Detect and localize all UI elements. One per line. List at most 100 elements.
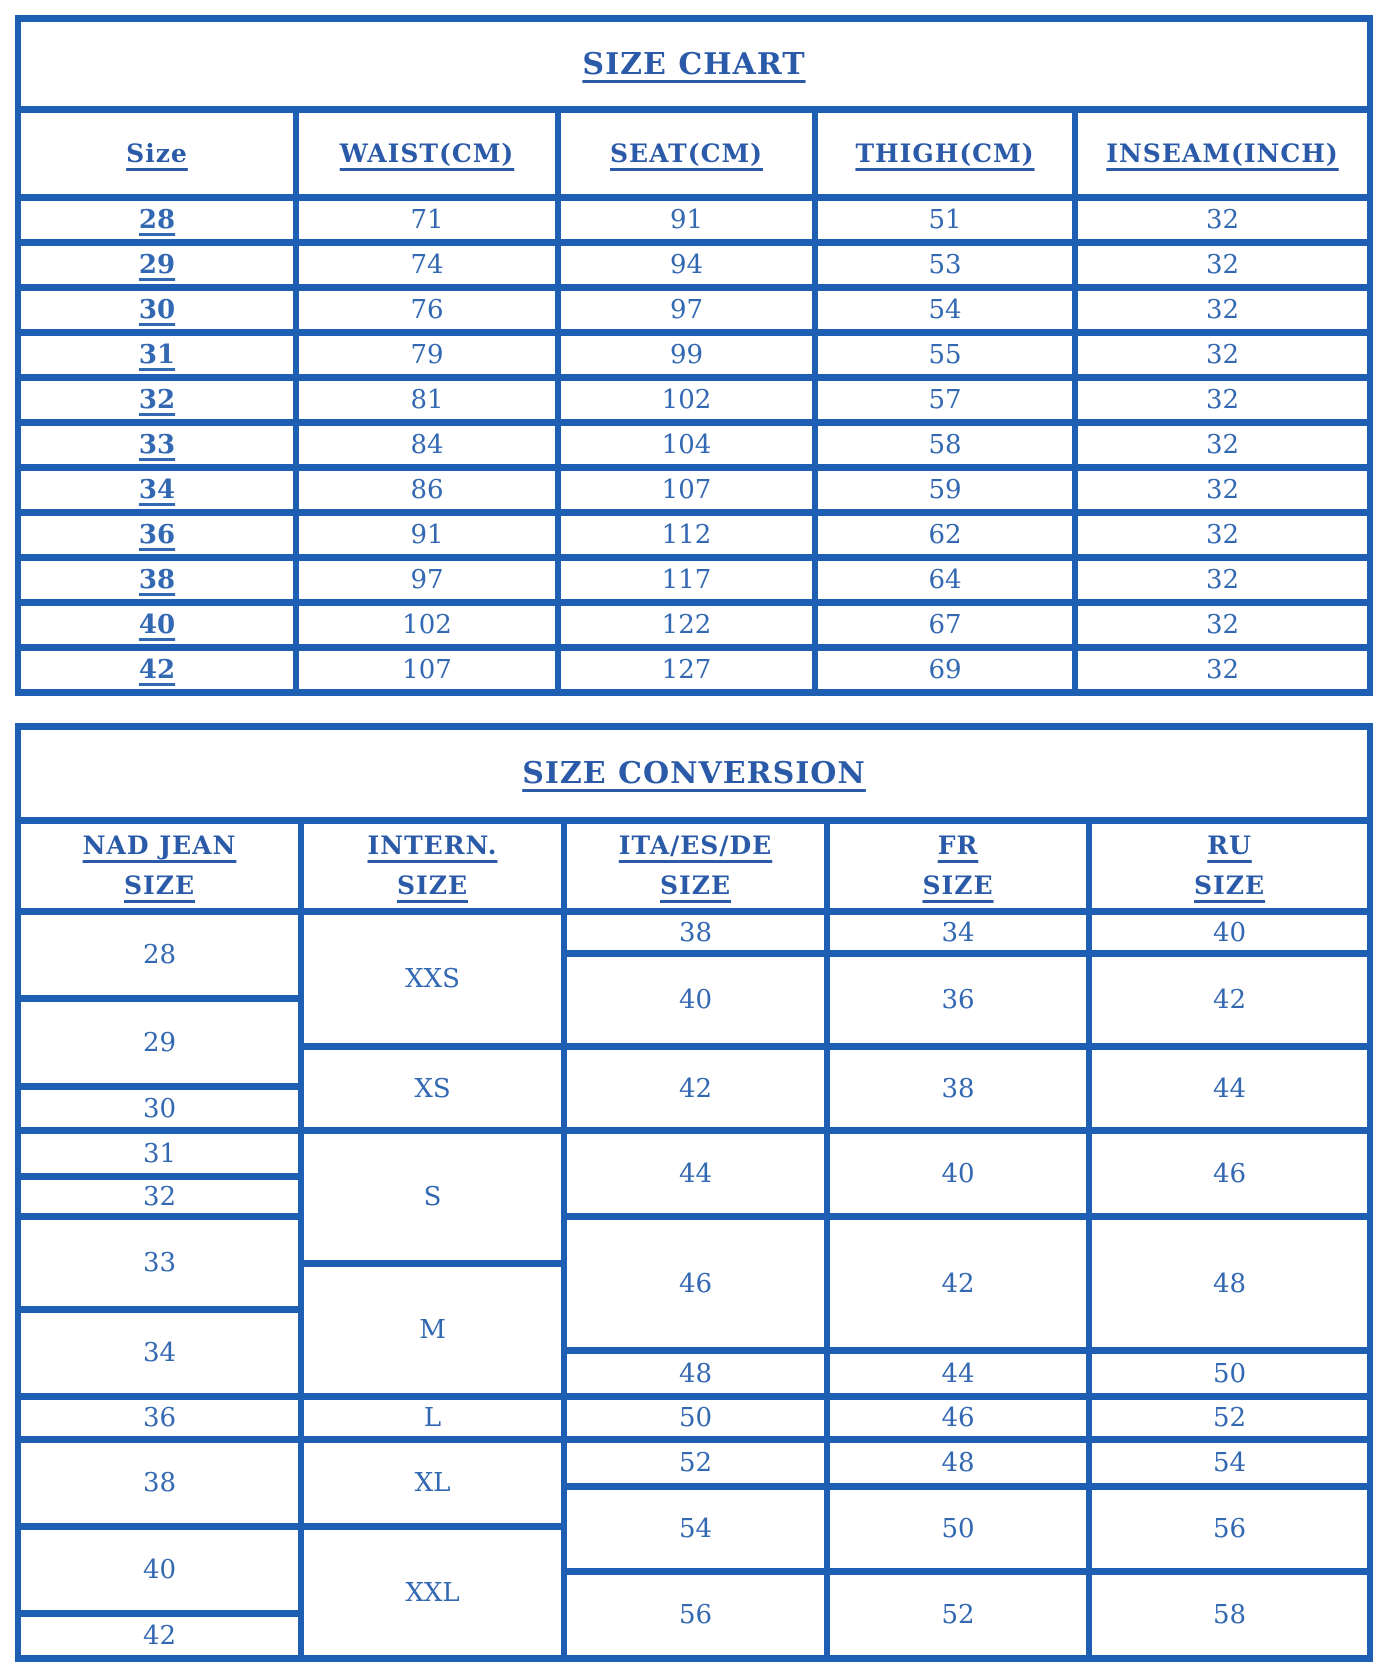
inseam-cell: 32 [1072, 194, 1373, 246]
size-chart-title: SIZE CHART [15, 15, 1373, 113]
seat-cell: 97 [555, 284, 818, 336]
size-cell: 34 [15, 464, 299, 516]
table-row: 36 91 112 62 32 [15, 509, 1373, 561]
nad-jean-size-cell: 31 [15, 1127, 304, 1180]
intern-size-cell: XXL [298, 1523, 567, 1662]
thigh-cell: 58 [812, 419, 1078, 471]
intern-size-cell: S [298, 1127, 567, 1267]
size-cell: 40 [15, 599, 299, 651]
inseam-cell: 32 [1072, 284, 1373, 336]
column-header-ru-size: RU SIZE [1085, 817, 1374, 915]
ita-size-cell: 52 [561, 1436, 830, 1490]
table-row: 40 102 122 67 32 [15, 599, 1373, 651]
fr-size-cell: 38 [824, 1043, 1092, 1134]
thigh-cell: 62 [812, 509, 1078, 561]
column-header-seat: SEAT(CM) [555, 106, 818, 201]
table-row: 42 107 127 69 32 [15, 644, 1373, 696]
fr-size-cell: 48 [824, 1436, 1092, 1490]
size-cell: 30 [15, 284, 299, 336]
size-cell: 42 [15, 644, 299, 696]
table-row: 38 97 117 64 32 [15, 554, 1373, 606]
waist-cell: 74 [293, 239, 561, 291]
size-cell: 33 [15, 419, 299, 471]
size-cell: 38 [15, 554, 299, 606]
waist-cell: 84 [293, 419, 561, 471]
waist-cell: 102 [293, 599, 561, 651]
thigh-cell: 55 [812, 329, 1078, 381]
ru-size-cell: 58 [1085, 1568, 1374, 1662]
seat-cell: 104 [555, 419, 818, 471]
thigh-cell: 51 [812, 194, 1078, 246]
waist-cell: 71 [293, 194, 561, 246]
intern-size-cell: M [298, 1260, 567, 1400]
size-cell: 32 [15, 374, 299, 426]
nad-jean-size-cell: 42 [15, 1610, 304, 1662]
ita-size-cell: 54 [561, 1483, 830, 1575]
thigh-cell: 67 [812, 599, 1078, 651]
fr-size-cell: 50 [824, 1483, 1092, 1575]
ru-size-cell: 42 [1085, 950, 1374, 1050]
inseam-cell: 32 [1072, 374, 1373, 426]
seat-cell: 117 [555, 554, 818, 606]
column-header-thigh: THIGH(CM) [812, 106, 1078, 201]
ita-size-cell: 56 [561, 1568, 830, 1662]
table-row: 33 84 104 58 32 [15, 419, 1373, 471]
inseam-cell: 32 [1072, 599, 1373, 651]
ru-size-cell: 54 [1085, 1436, 1374, 1490]
ru-size-cell: 40 [1085, 908, 1374, 957]
ru-size-cell: 48 [1085, 1213, 1374, 1354]
seat-cell: 122 [555, 599, 818, 651]
thigh-cell: 54 [812, 284, 1078, 336]
ita-size-cell: 42 [561, 1043, 830, 1134]
ita-size-cell: 48 [561, 1347, 830, 1400]
thigh-cell: 64 [812, 554, 1078, 606]
table-row: 30 76 97 54 32 [15, 284, 1373, 336]
nad-jean-size-cell: 34 [15, 1306, 304, 1400]
ita-size-cell: 44 [561, 1127, 830, 1220]
ita-size-cell: 40 [561, 950, 830, 1050]
seat-cell: 94 [555, 239, 818, 291]
size-conversion-header-row: NAD JEAN SIZE INTERN. SIZE ITA/ES/DE SIZ… [15, 817, 1374, 915]
column-header-inseam: INSEAM(INCH) [1072, 106, 1373, 201]
intern-size-cell: L [298, 1393, 567, 1443]
seat-cell: 99 [555, 329, 818, 381]
nad-jean-size-cell: 38 [15, 1436, 304, 1530]
size-chart-table: SIZE CHART Size WAIST(CM) SEAT(CM) THIGH… [15, 15, 1373, 696]
size-cell: 28 [15, 194, 299, 246]
fr-size-cell: 52 [824, 1568, 1092, 1662]
column-header-fr-size: FR SIZE [824, 817, 1092, 915]
size-cell: 29 [15, 239, 299, 291]
seat-cell: 112 [555, 509, 818, 561]
waist-cell: 97 [293, 554, 561, 606]
column-header-size: Size [15, 106, 299, 201]
table-row: 34 86 107 59 32 [15, 464, 1373, 516]
thigh-cell: 57 [812, 374, 1078, 426]
column-header-intern-size: INTERN. SIZE [298, 817, 567, 915]
table-row: 29 74 94 53 32 [15, 239, 1373, 291]
table-row: 28 71 91 51 32 [15, 194, 1373, 246]
nad-jean-size-cell: 36 [15, 1393, 304, 1443]
intern-size-cell: XL [298, 1436, 567, 1530]
seat-cell: 91 [555, 194, 818, 246]
waist-cell: 91 [293, 509, 561, 561]
nad-jean-size-cell: 33 [15, 1213, 304, 1313]
waist-cell: 76 [293, 284, 561, 336]
nad-jean-size-cell: 32 [15, 1173, 304, 1220]
inseam-cell: 32 [1072, 509, 1373, 561]
size-chart-header-row: Size WAIST(CM) SEAT(CM) THIGH(CM) INSEAM… [15, 106, 1373, 201]
inseam-cell: 32 [1072, 329, 1373, 381]
nad-jean-size-cell: 28 [15, 908, 304, 1002]
size-cell: 36 [15, 509, 299, 561]
column-header-ita-es-de-size: ITA/ES/DE SIZE [561, 817, 830, 915]
ru-size-cell: 44 [1085, 1043, 1374, 1134]
intern-size-cell: XXS [298, 908, 567, 1050]
inseam-cell: 32 [1072, 554, 1373, 606]
thigh-cell: 53 [812, 239, 1078, 291]
thigh-cell: 69 [812, 644, 1078, 696]
size-conversion-table: SIZE CONVERSION NAD JEAN SIZE INTERN. SI… [14, 723, 1374, 1662]
inseam-cell: 32 [1072, 239, 1373, 291]
table-row: 31 79 99 55 32 [15, 329, 1373, 381]
ita-size-cell: 50 [561, 1393, 830, 1443]
nad-jean-size-cell: 29 [15, 995, 304, 1090]
